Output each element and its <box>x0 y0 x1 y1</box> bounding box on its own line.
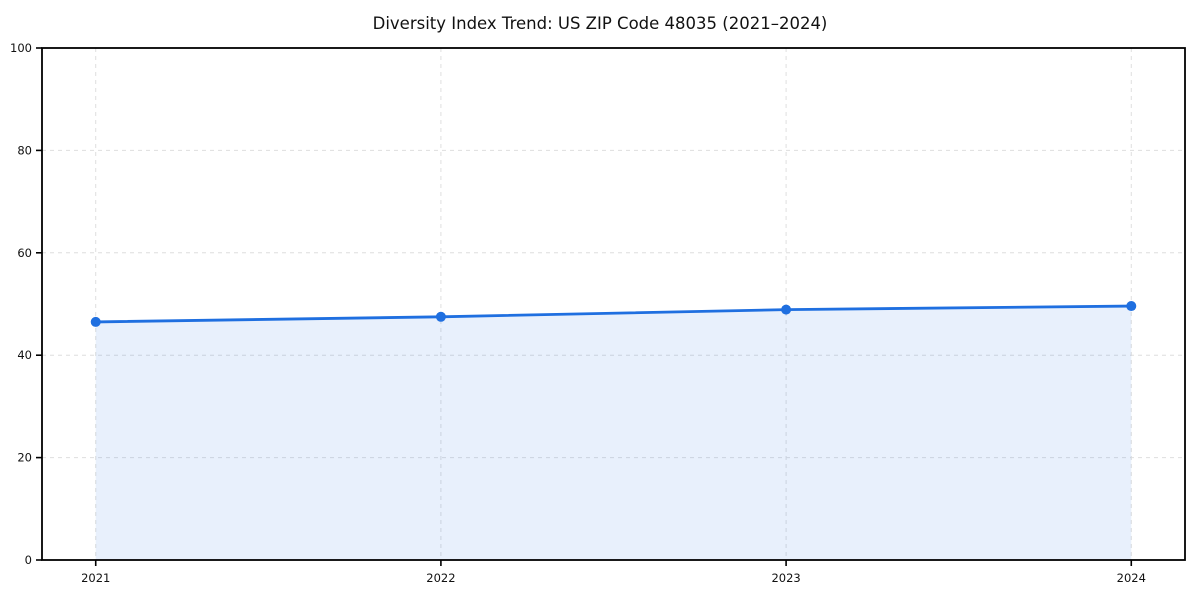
axis-tick-labels: 0 20 40 60 80 100 2021 2022 2023 2024 <box>10 41 1146 585</box>
y-tick-label: 60 <box>17 246 32 260</box>
x-tick-label: 2021 <box>81 571 110 585</box>
area-fill <box>95 306 1132 560</box>
x-tick-label: 2024 <box>1117 571 1146 585</box>
trend-line <box>94 304 1133 324</box>
chart-title: Diversity Index Trend: US ZIP Code 48035… <box>373 14 828 33</box>
y-tick-label: 40 <box>17 348 32 362</box>
y-tick-label: 100 <box>10 41 32 55</box>
x-tick-label: 2022 <box>426 571 455 585</box>
x-tick-label: 2023 <box>771 571 800 585</box>
axis-ticks <box>36 47 1133 566</box>
y-tick-label: 0 <box>25 553 32 567</box>
y-tick-label: 80 <box>17 143 32 157</box>
data-point-markers <box>90 301 1137 327</box>
plot-border <box>41 47 1186 561</box>
y-tick-label: 20 <box>17 451 32 465</box>
